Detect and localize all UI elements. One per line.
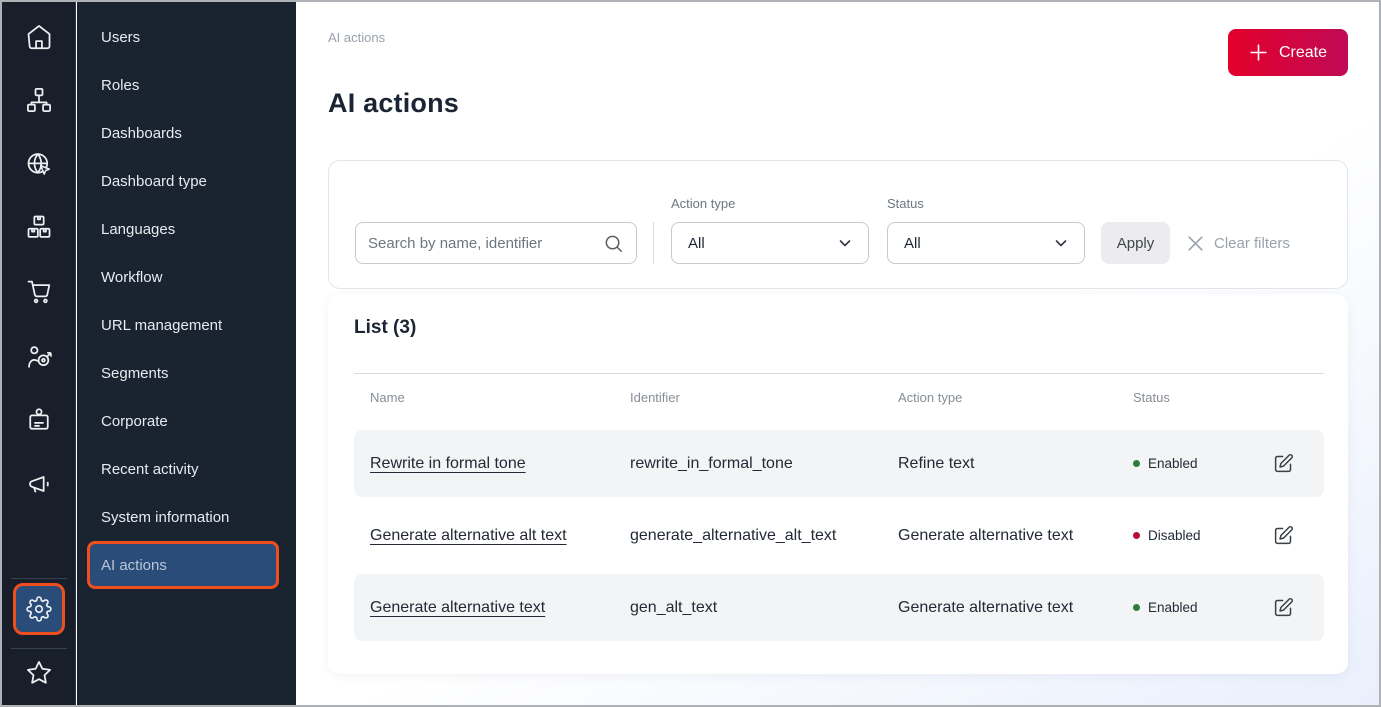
- status-badge: Enabled: [1133, 600, 1270, 615]
- rail-divider: [11, 578, 67, 579]
- row-action-type: Generate alternative text: [898, 526, 1074, 544]
- sitemap-icon[interactable]: [2, 86, 75, 114]
- filter-bar: Action type All Status All Apply Clear: [328, 160, 1348, 289]
- row-name-link[interactable]: Rewrite in formal tone: [370, 454, 526, 472]
- status-value: All: [904, 234, 921, 252]
- status-dot-enabled: [1133, 604, 1140, 611]
- edit-icon: [1274, 598, 1293, 617]
- column-header-action-type: Action type: [898, 389, 963, 405]
- edit-button[interactable]: [1270, 451, 1296, 477]
- table-row[interactable]: Rewrite in formal tone rewrite_in_formal…: [354, 430, 1324, 497]
- status-label: Status: [887, 196, 924, 211]
- list-title: List (3): [354, 317, 417, 338]
- filter-divider: [653, 222, 654, 264]
- apply-button[interactable]: Apply: [1101, 222, 1170, 264]
- sidebar-item-url-management[interactable]: URL management: [101, 316, 223, 334]
- status-text: Enabled: [1148, 456, 1198, 471]
- list-card: List (3) Name Identifier Action type Sta…: [328, 294, 1348, 674]
- status-text: Disabled: [1148, 528, 1201, 543]
- close-icon: [1186, 234, 1205, 253]
- row-identifier: generate_alternative_alt_text: [630, 526, 837, 544]
- sidebar-item-recent-activity[interactable]: Recent activity: [101, 460, 199, 478]
- chevron-down-icon: [1052, 234, 1070, 252]
- rail-divider: [11, 648, 67, 649]
- table-row[interactable]: Generate alternative text gen_alt_text G…: [354, 574, 1324, 641]
- sidebar-item-segments[interactable]: Segments: [101, 364, 169, 382]
- gear-icon: [26, 596, 52, 622]
- sidebar-item-dashboards[interactable]: Dashboards: [101, 124, 182, 142]
- list-separator: [354, 373, 1324, 374]
- edit-button[interactable]: [1270, 523, 1296, 549]
- sidebar-item-users[interactable]: Users: [101, 28, 141, 46]
- row-name-link[interactable]: Generate alternative alt text: [370, 526, 567, 544]
- edit-icon: [1274, 526, 1293, 545]
- table-row[interactable]: Generate alternative alt text generate_a…: [354, 502, 1324, 569]
- status-badge: Enabled: [1133, 456, 1270, 471]
- main-content: AI actions AI actions Create Action type…: [296, 2, 1379, 705]
- settings-gear-button[interactable]: [13, 583, 65, 635]
- table-body: Rewrite in formal tone rewrite_in_formal…: [354, 430, 1324, 646]
- search-input[interactable]: [368, 234, 603, 252]
- chevron-down-icon: [836, 234, 854, 252]
- sidebar-item-system-information[interactable]: System information: [101, 508, 230, 526]
- table-header: Name Identifier Action type Status: [354, 386, 1324, 408]
- sidebar-item-languages[interactable]: Languages: [101, 220, 176, 238]
- plus-icon: [1249, 43, 1268, 62]
- sidebar-item-corporate[interactable]: Corporate: [101, 412, 168, 430]
- edit-icon: [1274, 454, 1293, 473]
- edit-button[interactable]: [1270, 595, 1296, 621]
- megaphone-icon[interactable]: [2, 470, 75, 498]
- column-header-identifier: Identifier: [630, 389, 680, 405]
- icon-rail: [2, 2, 76, 705]
- row-identifier: rewrite_in_formal_tone: [630, 454, 793, 472]
- status-dot-disabled: [1133, 532, 1140, 539]
- row-action-type: Generate alternative text: [898, 598, 1074, 616]
- sidebar-item-workflow[interactable]: Workflow: [101, 268, 163, 286]
- clear-filters-label: Clear filters: [1214, 234, 1290, 252]
- packages-icon[interactable]: [2, 213, 75, 241]
- sidebar-item-ai-actions[interactable]: AI actions: [87, 541, 279, 589]
- action-type-value: All: [688, 234, 705, 252]
- sidebar-item-dashboard-type[interactable]: Dashboard type: [101, 172, 207, 190]
- settings-menu: Users Roles Dashboards Dashboard type La…: [77, 2, 296, 705]
- row-action-type: Refine text: [898, 454, 975, 472]
- status-text: Enabled: [1148, 600, 1198, 615]
- status-badge: Disabled: [1133, 528, 1270, 543]
- column-header-status: Status: [1133, 389, 1170, 405]
- action-type-select[interactable]: All: [671, 222, 869, 264]
- audience-target-icon[interactable]: [2, 343, 75, 371]
- star-icon[interactable]: [2, 659, 75, 687]
- create-button-label: Create: [1278, 43, 1327, 61]
- shopping-cart-icon[interactable]: [2, 277, 75, 305]
- globe-pointer-icon[interactable]: [2, 150, 75, 178]
- column-header-name: Name: [370, 389, 405, 405]
- row-identifier: gen_alt_text: [630, 598, 718, 616]
- search-box: [355, 222, 637, 264]
- page-title: AI actions: [328, 88, 460, 118]
- breadcrumb: AI actions: [328, 30, 386, 45]
- status-dot-enabled: [1133, 460, 1140, 467]
- action-type-label: Action type: [671, 196, 736, 211]
- create-button[interactable]: Create: [1227, 29, 1348, 76]
- status-select[interactable]: All: [887, 222, 1085, 264]
- id-badge-icon[interactable]: [2, 406, 75, 434]
- search-icon: [603, 233, 624, 254]
- clear-filters-button[interactable]: Clear filters: [1186, 222, 1290, 264]
- home-icon[interactable]: [2, 23, 75, 51]
- row-name-link[interactable]: Generate alternative text: [370, 598, 546, 616]
- sidebar-item-roles[interactable]: Roles: [101, 76, 140, 94]
